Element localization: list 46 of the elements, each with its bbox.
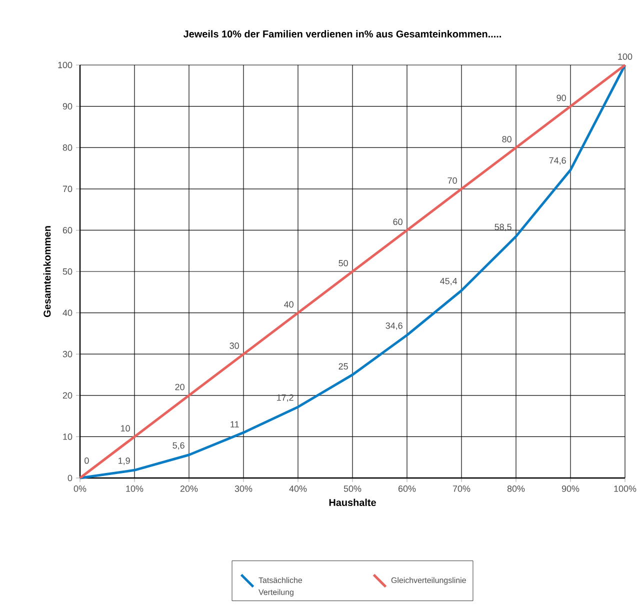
x-tick-label: 50% xyxy=(344,486,362,492)
y-tick-label: 40 xyxy=(62,310,72,316)
y-axis-title: Gesamteinkommen xyxy=(43,226,51,318)
x-tick-label: 40% xyxy=(289,486,307,492)
y-tick-label: 10 xyxy=(63,434,72,440)
x-axis-title: Haushalte xyxy=(329,498,376,506)
data-label: 58,5 xyxy=(494,224,512,232)
data-label: 30 xyxy=(230,342,239,349)
x-tick-label: 80% xyxy=(507,486,525,492)
x-tick-label: 30% xyxy=(234,486,252,492)
x-tick-label: 70% xyxy=(452,486,470,492)
data-label: 1,9 xyxy=(118,458,130,465)
x-tick-label: 100% xyxy=(614,486,636,492)
y-tick-label: 30 xyxy=(62,350,72,358)
x-tick-label: 0% xyxy=(74,486,86,492)
x-tick-label: 90% xyxy=(562,486,580,492)
data-label: 20 xyxy=(175,384,184,390)
data-label: 25 xyxy=(338,363,348,370)
data-label: 100 xyxy=(618,53,632,60)
y-tick-label: 50 xyxy=(62,268,72,275)
x-tick-label: 20% xyxy=(180,486,198,492)
data-label: 50 xyxy=(338,260,348,266)
x-tick-label: 60% xyxy=(398,486,416,492)
data-label: 34,6 xyxy=(386,322,402,330)
y-tick-label: 90 xyxy=(62,103,72,110)
data-label: 60 xyxy=(393,218,402,226)
y-tick-label: 100 xyxy=(58,62,72,68)
data-label: 40 xyxy=(284,301,294,308)
line-series xyxy=(78,64,626,480)
data-label: 5,6 xyxy=(172,442,184,450)
y-tick-label: 70 xyxy=(62,186,72,192)
chart-title: Jeweils 10% der Familien verdienen in% aus Gesamteinkommen..... xyxy=(183,30,501,38)
data-label: 70 xyxy=(448,177,457,184)
data-label: 74,6 xyxy=(549,157,566,165)
data-label: 80 xyxy=(502,136,512,142)
y-tick-label: 0 xyxy=(68,474,72,482)
y-tick-label: 80 xyxy=(62,144,72,151)
data-label: 0 xyxy=(84,457,89,464)
x-tick-label: 10% xyxy=(126,486,144,492)
y-tick-label: 20 xyxy=(62,392,72,399)
data-label: 45,4 xyxy=(440,278,458,286)
data-label: 11 xyxy=(230,421,239,428)
y-tick-label: 60 xyxy=(62,227,72,234)
data-label: 17,2 xyxy=(277,394,294,402)
data-label: 90 xyxy=(556,94,566,102)
data-label: 10 xyxy=(121,425,130,432)
